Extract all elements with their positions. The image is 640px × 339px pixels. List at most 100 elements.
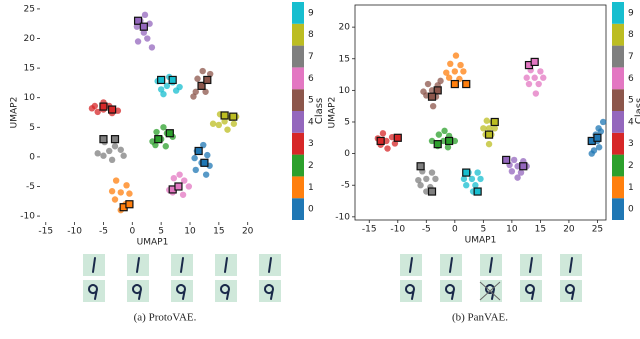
colorbar-label: 0 — [308, 205, 314, 215]
colorbar-segment — [292, 67, 304, 90]
point — [447, 60, 454, 68]
prototype — [427, 92, 437, 101]
y-tick-label: 15 — [24, 64, 35, 74]
colorbar-label: 2 — [308, 161, 314, 171]
point — [517, 169, 525, 176]
point — [111, 196, 119, 203]
point — [108, 188, 116, 195]
point — [194, 75, 201, 82]
point — [140, 29, 148, 36]
digit-image — [215, 280, 237, 302]
y-tick-label: 10 — [24, 93, 36, 103]
y-tick-label: -5 — [341, 181, 350, 191]
point — [440, 137, 447, 145]
point — [525, 80, 533, 88]
digit-stroke — [224, 257, 228, 273]
prototype — [125, 200, 134, 209]
prototype — [154, 135, 163, 144]
point — [424, 80, 432, 88]
prototype — [473, 187, 482, 196]
point — [112, 177, 120, 184]
prototype — [462, 168, 471, 177]
digit-stroke — [92, 257, 96, 273]
point — [200, 141, 207, 149]
prototype — [593, 133, 602, 142]
point — [163, 82, 171, 90]
colorbar-segment — [612, 154, 624, 177]
prototype — [157, 75, 166, 85]
digit-image — [520, 280, 542, 302]
prototype — [110, 135, 120, 144]
point — [141, 11, 149, 19]
digit-stroke — [529, 257, 533, 273]
prototype — [174, 182, 183, 191]
colorbar-label: 9 — [628, 8, 634, 18]
colorbar-label: 4 — [308, 117, 314, 127]
prototype — [99, 102, 108, 111]
y-tick-label: 25 — [24, 4, 35, 14]
colorbar-segment — [612, 132, 624, 155]
point — [388, 133, 396, 141]
x-tick-label: -15 — [362, 225, 377, 235]
point — [508, 168, 516, 175]
colorbar-segment — [292, 176, 304, 199]
point — [149, 138, 156, 145]
x-tick-label: -5 — [422, 225, 431, 235]
point — [595, 144, 603, 151]
point — [423, 188, 430, 195]
point — [441, 127, 448, 135]
point — [537, 68, 544, 75]
point — [415, 176, 422, 184]
point — [452, 52, 460, 59]
digit-stroke — [449, 257, 453, 273]
prototype — [416, 162, 425, 171]
colorbar-label: 1 — [628, 183, 634, 193]
x-tick-label: 20 — [563, 225, 575, 235]
point — [468, 175, 476, 183]
point — [463, 182, 470, 189]
prototype — [427, 187, 437, 196]
digit-image — [83, 280, 105, 302]
point — [157, 86, 165, 93]
digit-stroke — [445, 284, 455, 300]
point — [523, 74, 530, 81]
point — [199, 67, 206, 75]
digit-image — [400, 280, 422, 302]
point — [179, 191, 187, 198]
point — [162, 143, 169, 150]
point — [192, 166, 199, 174]
digit-image — [259, 280, 281, 302]
cross-mark — [479, 281, 501, 301]
point — [126, 190, 133, 197]
point — [514, 174, 521, 181]
prototype — [108, 105, 117, 114]
point — [451, 137, 459, 145]
point — [215, 121, 223, 129]
point — [485, 140, 493, 148]
x-tick-label: 10 — [506, 225, 518, 235]
x-tick-label: -5 — [99, 227, 108, 237]
point — [474, 169, 481, 176]
y-tick-label: -10 — [20, 212, 35, 222]
digit-stroke — [132, 284, 142, 300]
point — [485, 125, 493, 132]
y-tick-label: 15 — [339, 54, 350, 64]
colorbar-segment — [292, 2, 304, 24]
point — [111, 143, 119, 150]
point — [535, 80, 542, 88]
colorbar-label: 1 — [308, 183, 314, 193]
point — [148, 44, 156, 51]
point — [432, 175, 439, 183]
point — [428, 169, 436, 176]
point — [209, 120, 217, 127]
colorbar-segment — [292, 23, 304, 46]
prototype — [490, 117, 499, 127]
point — [117, 146, 124, 153]
colorbar-label: 2 — [628, 161, 634, 171]
x-tick-label: 25 — [592, 225, 603, 235]
point — [379, 130, 387, 137]
prototype — [462, 79, 471, 89]
x-axis-label: UMAP1 — [465, 236, 497, 246]
colorbar-label: 6 — [308, 74, 314, 84]
